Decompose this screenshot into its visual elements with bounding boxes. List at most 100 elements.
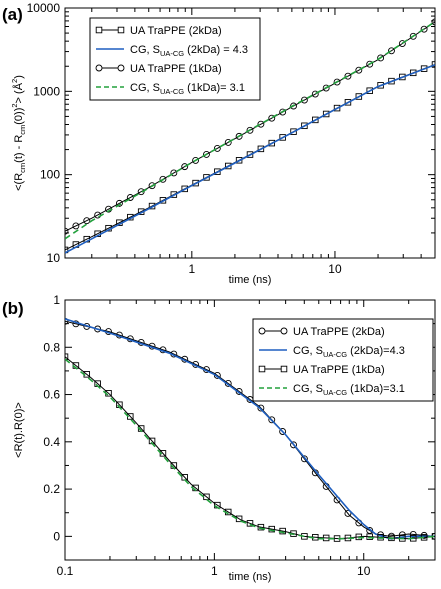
- b-series-0-point: [344, 510, 352, 517]
- a-series-0-point: [224, 162, 232, 170]
- a-series-2-point: [355, 66, 363, 74]
- a-x-tick-label: 10: [328, 262, 342, 276]
- panel-b-legend: UA TraPPE (2kDa) CG, SUA-CG (2kDa)=4.3 UA …: [252, 318, 434, 402]
- a-legend-marker: [117, 64, 125, 72]
- b-series-2-point: [257, 523, 265, 531]
- a-series-0-point: [355, 93, 363, 100]
- a-series-0-point: [312, 116, 319, 124]
- a-series-0-point: [203, 174, 210, 181]
- a-series-2-point: [398, 40, 406, 48]
- a-series-2-point: [322, 84, 330, 92]
- b-series-0-point: [235, 388, 243, 395]
- a-series-2-point: [65, 227, 69, 235]
- b-series-2-point: [366, 533, 373, 540]
- b-legend-label-0: UA TraPPE (2kDa): [293, 326, 385, 338]
- panel-b-y-axis-label: <R(t).R(0)>: [13, 402, 25, 458]
- b-legend-marker: [258, 365, 266, 373]
- a-series-2-point: [268, 114, 276, 122]
- a-series-0-point: [246, 151, 254, 158]
- b-x-tick-label: 1: [211, 564, 218, 578]
- a-series-3-line: [65, 21, 435, 240]
- a-series-2-point: [246, 126, 254, 134]
- a-series-0-point: [344, 99, 352, 106]
- panel-a-legend: UA TraPPE (2kDa) CG, SUA-CG (2kDa) = 4.3 U…: [89, 17, 261, 101]
- a-series-0-point: [301, 122, 308, 130]
- a-series-0-point: [268, 139, 276, 147]
- b-legend-label-2: UA TraPPE (1kDa): [293, 364, 385, 376]
- b-series-0-point: [279, 428, 287, 435]
- a-series-2-point: [170, 169, 178, 177]
- b-series-0-point: [268, 416, 276, 424]
- a-legend-marker: [95, 26, 103, 34]
- b-legend-marker: [280, 365, 288, 373]
- panel-a-frame: [64, 7, 436, 259]
- a-y-tick-label: 10000: [27, 1, 61, 15]
- b-y-tick-label: 0.8: [43, 340, 60, 354]
- a-series-2-point: [431, 18, 435, 26]
- b-legend-marker: [280, 327, 288, 335]
- panel-a-ticks: 1 10 10 100 1000 10000: [27, 1, 436, 276]
- a-series-2-point: [72, 222, 80, 230]
- a-series-2-point: [344, 72, 352, 80]
- b-series-0-point: [300, 455, 308, 463]
- b-y-tick-label: 0.4: [43, 435, 60, 449]
- a-series-0-point: [192, 179, 199, 187]
- b-x-tick-label: 10: [357, 564, 371, 578]
- a-series-0-point: [290, 128, 297, 135]
- a-series-2-point: [377, 54, 385, 62]
- a-series-0-point: [279, 134, 286, 141]
- b-series-3-line: [65, 358, 435, 540]
- b-series-0-point: [213, 372, 221, 379]
- a-series-0-point: [235, 157, 243, 164]
- a-series-2-point: [83, 217, 91, 225]
- a-series-2-point: [235, 132, 243, 140]
- b-y-tick-label: 0.2: [43, 482, 60, 496]
- a-series-2-point: [388, 47, 395, 55]
- b-x-tick-label: 0.1: [57, 564, 74, 578]
- b-series-0-point: [224, 380, 232, 387]
- a-legend-label-2: UA TraPPE (1kDa): [130, 63, 222, 75]
- panel-a-y-axis-label: <(Rcm(t) - Rcm(0))2> (Å2): [10, 75, 27, 191]
- a-series-1-line: [65, 64, 435, 254]
- b-series-2-point: [246, 520, 254, 527]
- panel-b-label: (b): [2, 299, 24, 318]
- b-legend-label-1: CG, SUA-CG (2kDa)=4.3: [293, 345, 405, 359]
- a-series-2-point: [420, 25, 428, 33]
- b-series-0-point: [257, 404, 265, 412]
- a-series-2-point: [192, 156, 200, 164]
- b-series-0-point: [65, 317, 69, 325]
- panel-b-x-axis-label: time (ns): [229, 571, 272, 583]
- a-series-2-point: [257, 120, 265, 128]
- a-series-0-point: [214, 168, 221, 175]
- a-series-2-point: [137, 188, 145, 196]
- a-series-2-point: [148, 182, 156, 190]
- a-y-tick-label: 10: [47, 251, 61, 265]
- b-series-0-point: [409, 530, 417, 538]
- b-y-tick-label: 1: [53, 293, 60, 307]
- a-y-tick-label: 100: [40, 168, 60, 182]
- a-series-2-point: [300, 96, 308, 104]
- a-series-2-point: [213, 144, 221, 152]
- a-series-2-point: [366, 60, 374, 68]
- a-series-0-point: [366, 87, 373, 94]
- b-series-2-point: [268, 525, 276, 533]
- a-series-0-point: [322, 110, 330, 118]
- b-series-0-point: [290, 441, 297, 449]
- a-legend-label-3: CG, SUA-CG (1kDa)= 3.1: [130, 82, 245, 96]
- b-series-0-line: [65, 320, 435, 537]
- a-y-tick-label: 1000: [33, 84, 60, 98]
- a-x-tick-label: 1: [188, 262, 195, 276]
- a-series-0-point: [181, 185, 188, 193]
- a-legend-marker: [117, 26, 125, 34]
- a-series-2-point: [181, 163, 189, 171]
- panel-a: (a) 1 10 10 100 1000 10000 time (ns) <(Rcm(t)…: [2, 1, 436, 286]
- b-legend-marker: [258, 327, 266, 335]
- panel-a-label: (a): [2, 5, 23, 24]
- a-series-2-point: [409, 32, 417, 40]
- a-series-2-point: [224, 138, 232, 146]
- a-legend-label-0: UA TraPPE (2kDa): [130, 25, 222, 37]
- a-series-2-point: [203, 150, 210, 158]
- panel-a-x-axis-label: time (ns): [229, 274, 272, 286]
- panel-a-series: [65, 18, 435, 254]
- a-series-2-point: [311, 90, 319, 98]
